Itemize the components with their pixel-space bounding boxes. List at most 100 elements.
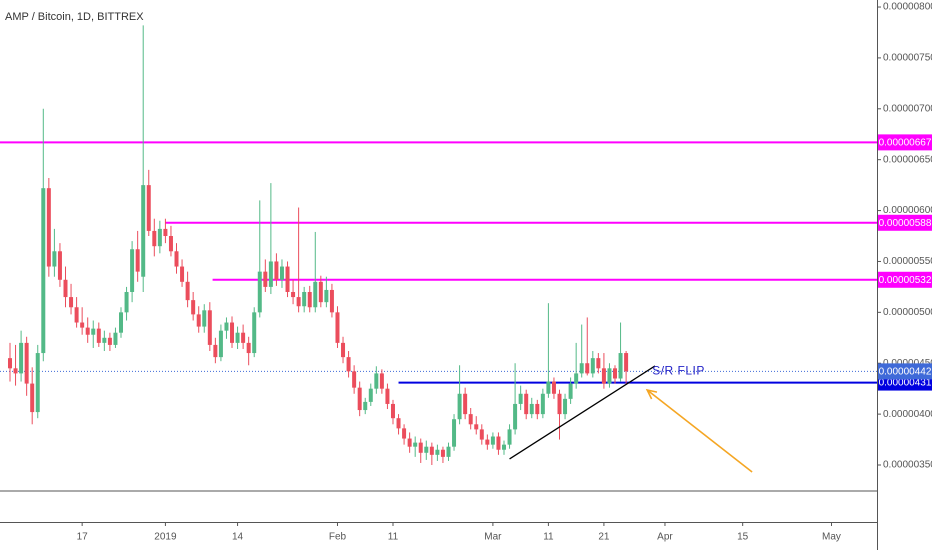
candle-body — [418, 442, 423, 453]
x-tick-label: May — [822, 532, 841, 543]
candle-body — [329, 289, 334, 313]
candle-body — [35, 353, 40, 413]
candle-body — [102, 337, 107, 343]
candle-body — [490, 436, 495, 445]
candle-body — [174, 251, 179, 267]
candle-body — [241, 332, 246, 343]
candle-body — [318, 281, 323, 303]
candle-body — [368, 388, 373, 402]
candle-body — [435, 449, 440, 455]
candle-body — [285, 266, 290, 292]
candle-body — [374, 373, 379, 389]
candle-body — [30, 383, 35, 413]
candle-body — [307, 291, 312, 308]
candle-body — [452, 419, 457, 447]
price-label-box — [878, 363, 932, 380]
candle-body — [407, 438, 412, 447]
drawings — [0, 141, 877, 384]
price-label-box — [878, 134, 932, 151]
y-tick-label: 0.00000350 — [883, 460, 932, 471]
candle-body — [529, 403, 534, 415]
candle-body — [80, 322, 85, 328]
candle-body — [302, 291, 307, 307]
arrow — [646, 389, 753, 473]
candle-body — [479, 429, 484, 440]
x-tick-label: 17 — [77, 532, 89, 543]
price-label-box — [878, 214, 932, 231]
candle-body — [263, 271, 268, 287]
candle-body — [218, 330, 223, 358]
candle-body — [535, 403, 540, 415]
y-tick-label: 0.00000400 — [883, 409, 932, 420]
x-tick-label: 21 — [598, 532, 610, 543]
candle-body — [613, 368, 618, 379]
candle-body — [119, 312, 124, 333]
y-tick-label: 0.00000500 — [883, 307, 932, 318]
candle-body — [130, 249, 135, 292]
candle-body — [413, 442, 418, 447]
candle-body — [279, 266, 284, 280]
candle-body — [63, 279, 68, 298]
candle-body — [574, 373, 579, 384]
candle-body — [551, 381, 556, 394]
candle-body — [46, 188, 51, 267]
price-label: 0.00000442 — [879, 367, 932, 378]
candle-body — [146, 185, 151, 231]
x-tick-label: Feb — [329, 532, 347, 543]
price-label: 0.00000431 — [879, 378, 932, 389]
candle-body — [7, 358, 12, 369]
candle-body — [246, 342, 251, 354]
candle-body — [335, 312, 340, 343]
axes: 0.00000800 0.00000750 0.00000700 0.00000650… — [77, 2, 932, 543]
candle-body — [141, 185, 146, 277]
candle-body — [424, 446, 429, 453]
candle-body — [507, 429, 512, 445]
candle-body — [346, 357, 351, 372]
candle-body — [57, 251, 62, 280]
candle-body — [568, 383, 573, 399]
candles — [7, 25, 629, 466]
candle-body — [485, 439, 490, 445]
candle-body — [313, 281, 318, 308]
y-tick-label: 0.00000600 — [883, 205, 932, 216]
annotations: S/R FLIP — [509, 364, 753, 473]
candle-body — [446, 446, 451, 457]
price-label: 0.00000532 — [879, 275, 932, 286]
candle-body — [590, 358, 595, 374]
candle-body — [474, 424, 479, 430]
candle-body — [207, 310, 212, 345]
candle-body — [524, 393, 529, 415]
x-tick-label: 11 — [543, 532, 554, 543]
candle-body — [296, 297, 301, 307]
price-label: 0.00000588 — [879, 218, 932, 229]
candle-body — [24, 342, 29, 384]
x-tick-label: 11 — [388, 532, 399, 543]
candle-body — [163, 228, 168, 237]
candle-body — [579, 363, 584, 374]
arrow-head — [645, 388, 658, 400]
candle-body — [352, 371, 357, 388]
candle-body — [601, 368, 606, 384]
candle-body — [135, 249, 140, 272]
candle-body — [563, 398, 568, 415]
y-tick-label: 0.00000650 — [883, 154, 932, 165]
candle-body — [513, 403, 518, 430]
candle-body — [196, 314, 201, 327]
chart-title: AMP / Bitcoin, 1D, BITTREX — [5, 11, 144, 23]
candle-body — [457, 393, 462, 420]
candle-body — [13, 368, 18, 374]
candle-body — [180, 266, 185, 282]
candle-body — [235, 332, 240, 343]
candle-body — [85, 327, 90, 335]
candle-body — [496, 436, 501, 450]
x-tick-label: Apr — [657, 532, 673, 543]
candle-body — [52, 251, 57, 267]
candle-body — [107, 337, 112, 345]
y-tick-label: 0.00000750 — [883, 53, 932, 64]
candle-body — [363, 401, 368, 411]
candle-body — [324, 289, 329, 303]
candle-body — [357, 387, 362, 411]
candle-body — [19, 342, 24, 374]
y-tick-label: 0.00000550 — [883, 256, 932, 267]
